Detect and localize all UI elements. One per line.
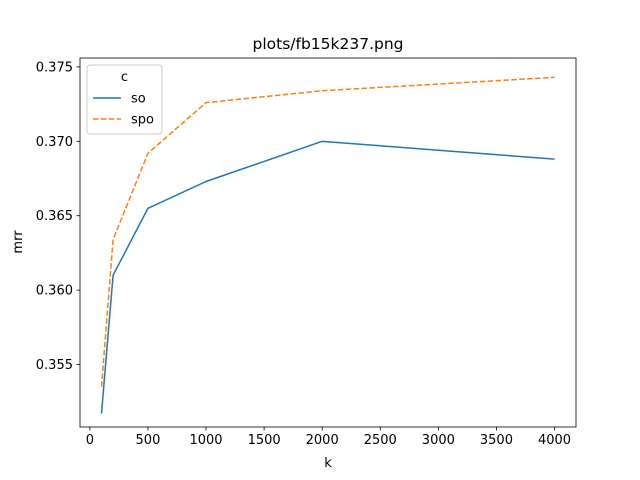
x-tick-label: 1000	[189, 433, 222, 448]
x-tick-label: 2000	[306, 433, 339, 448]
legend-title: c	[121, 70, 128, 85]
x-tick-label: 0	[86, 433, 94, 448]
legend: cso spo	[86, 64, 163, 135]
x-tick-label: 4000	[538, 433, 571, 448]
legend-box	[86, 64, 163, 135]
y-tick-label: 0.355	[36, 358, 73, 373]
x-tick-label: 3000	[422, 433, 455, 448]
x-tick-label: 2500	[364, 433, 397, 448]
chart-title: plots/fb15k237.png	[252, 35, 403, 53]
series-line-spo	[100, 76, 555, 387]
y-tick-label: 0.365	[36, 209, 73, 224]
plot-area: 0 500 1000 1500 2000 2500 3000 3500 4000 0.355 0.3…	[36, 57, 577, 448]
series-line-so	[100, 140, 555, 414]
legend-label-spo: spo	[131, 113, 154, 128]
x-axis-label: k	[324, 456, 332, 471]
axes-frame	[79, 57, 577, 428]
x-tick-label: 500	[136, 433, 161, 448]
y-axis-label: mrr	[11, 230, 26, 254]
y-tick-label: 0.375	[36, 60, 73, 75]
y-tick-label: 0.370	[36, 135, 73, 150]
y-tick-label: 0.360	[36, 284, 73, 299]
x-tick-label: 1500	[248, 433, 281, 448]
legend-label-so: so	[131, 92, 146, 107]
x-tick-label: 3500	[480, 433, 513, 448]
